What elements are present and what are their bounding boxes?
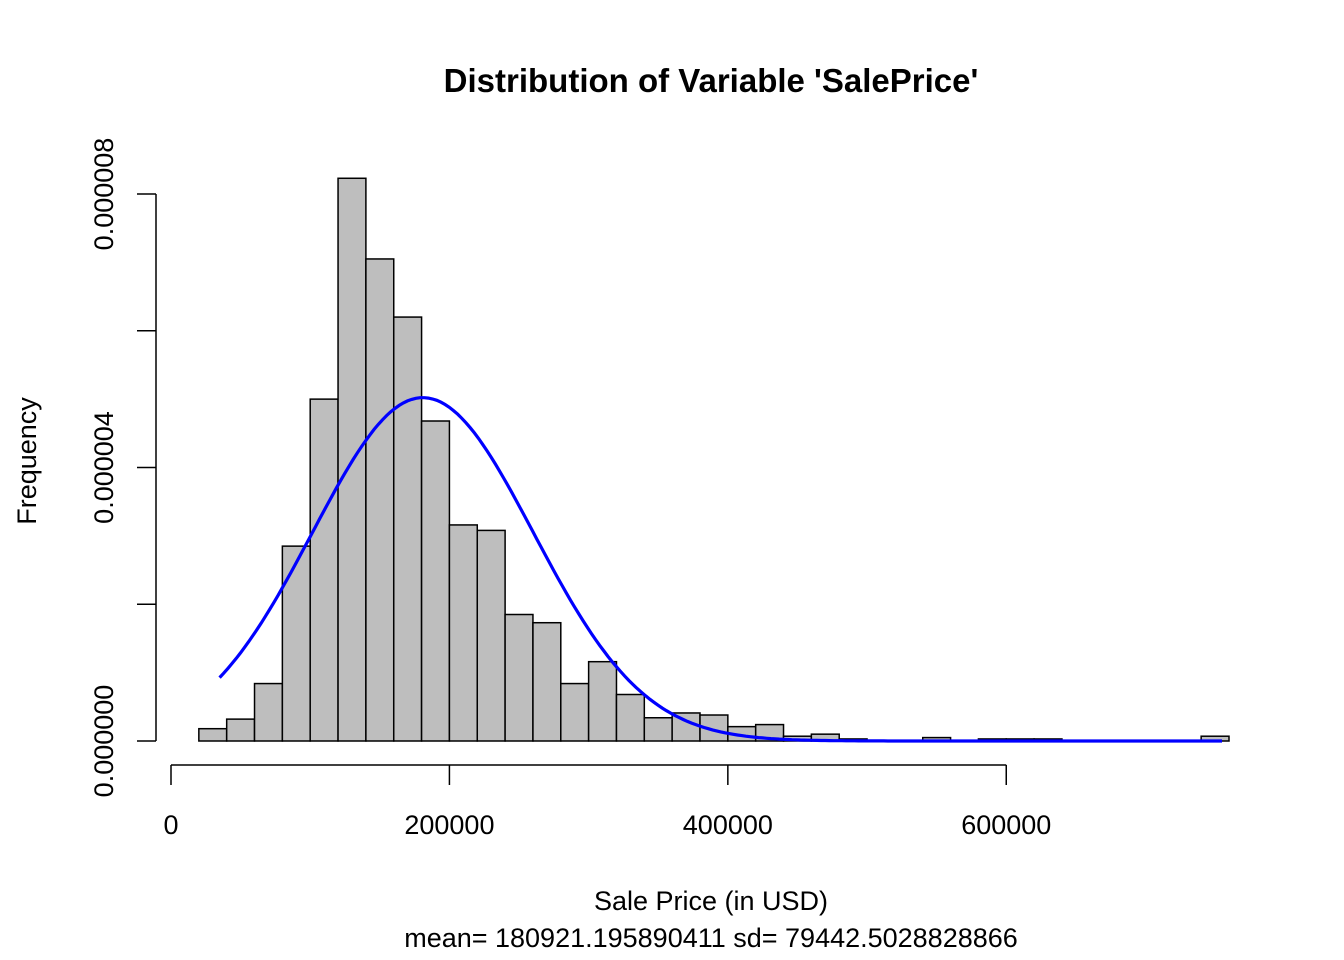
- x-axis: 0 200000 400000 600000: [163, 764, 1051, 840]
- x-tick-label-2: 400000: [683, 810, 773, 840]
- histogram-bar-1: [225, 718, 256, 742]
- y-tick-label-0: 0.000000: [89, 685, 119, 798]
- histogram-bar-13: [560, 682, 590, 742]
- y-tick-label-2: 0.000004: [89, 411, 119, 524]
- histogram-bar-0: [198, 727, 228, 742]
- histogram-bar-15: [615, 693, 646, 742]
- histogram-bar-4: [309, 398, 339, 742]
- y-tick-label-4: 0.000008: [89, 138, 119, 251]
- histogram-bar-3: [281, 545, 311, 742]
- y-axis: 0.000000 0.000004 0.000008: [89, 138, 157, 798]
- y-axis-label: Frequency: [12, 397, 42, 525]
- histogram-bar-14: [587, 660, 618, 742]
- histogram-bar-12: [532, 621, 562, 742]
- histogram-bars: [198, 177, 1230, 742]
- x-tick-label-3: 600000: [961, 810, 1051, 840]
- normal-density-curve: [218, 396, 1222, 743]
- x-axis-subtitle: mean= 180921.195890411 sd= 79442.5028828…: [404, 923, 1018, 953]
- histogram-bar-8: [420, 420, 451, 742]
- histogram-bar-10: [476, 529, 506, 742]
- chart-title: Distribution of Variable 'SalePrice': [444, 62, 979, 99]
- histogram-bar-6: [365, 258, 395, 742]
- histogram-bar-2: [253, 682, 284, 742]
- histogram-bar-16: [643, 717, 673, 742]
- x-axis-label: Sale Price (in USD): [594, 886, 828, 916]
- histogram-bar-11: [504, 613, 534, 742]
- histogram-bar-7: [392, 316, 423, 742]
- x-tick-label-1: 200000: [404, 810, 494, 840]
- x-tick-label-0: 0: [163, 810, 178, 840]
- histogram-bar-9: [448, 524, 479, 742]
